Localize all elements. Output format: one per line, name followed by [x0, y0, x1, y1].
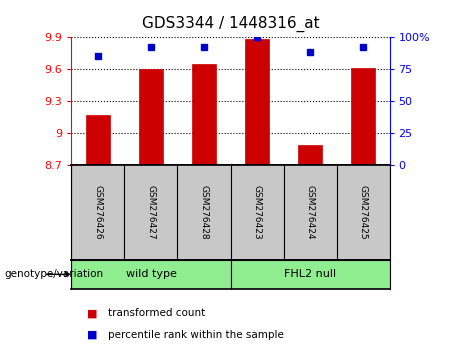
Text: GDS3344 / 1448316_at: GDS3344 / 1448316_at	[142, 16, 319, 32]
Text: FHL2 null: FHL2 null	[284, 269, 336, 279]
Text: GSM276423: GSM276423	[253, 185, 261, 240]
Text: GSM276424: GSM276424	[306, 185, 314, 240]
Text: GSM276428: GSM276428	[200, 185, 208, 240]
Bar	[139, 69, 163, 165]
Text: ■: ■	[87, 308, 97, 318]
Bar	[351, 68, 375, 165]
Text: GSM276425: GSM276425	[359, 185, 367, 240]
Bar	[298, 145, 322, 165]
Text: ■: ■	[87, 330, 97, 339]
Bar	[71, 260, 230, 289]
Text: transformed count: transformed count	[108, 308, 206, 318]
Bar	[245, 39, 269, 165]
Text: wild type: wild type	[125, 269, 177, 279]
Bar	[192, 64, 216, 165]
Text: GSM276426: GSM276426	[94, 185, 102, 240]
Bar	[86, 115, 110, 165]
Text: GSM276427: GSM276427	[147, 185, 155, 240]
Text: percentile rank within the sample: percentile rank within the sample	[108, 330, 284, 339]
Text: genotype/variation: genotype/variation	[5, 269, 104, 279]
Bar	[230, 260, 390, 289]
